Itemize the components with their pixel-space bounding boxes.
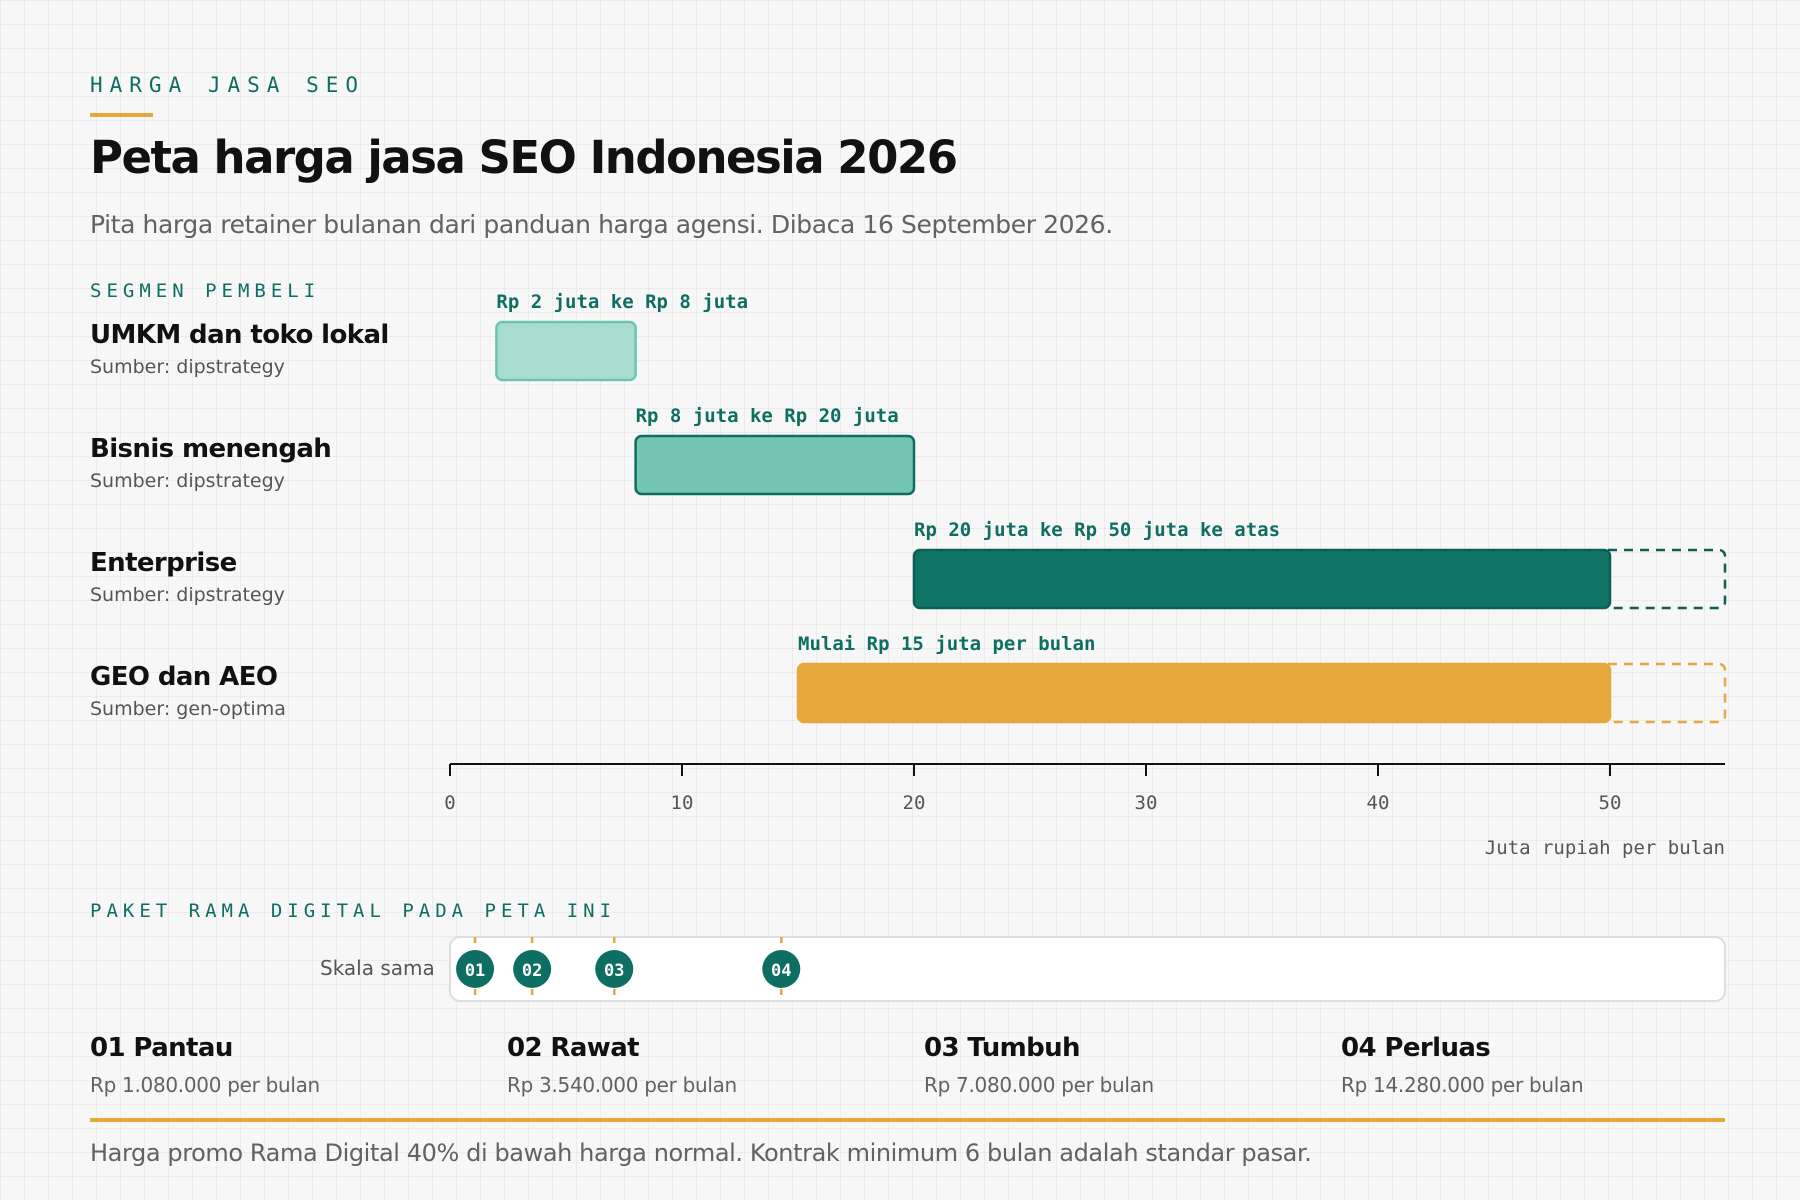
package-name-pantau: 01 Pantau bbox=[90, 1033, 233, 1063]
bar-geo-aeo bbox=[796, 662, 1612, 724]
bar-umkm bbox=[495, 320, 637, 382]
footer-divider bbox=[90, 1118, 1725, 1122]
segment-name-umkm: UMKM dan toko lokal bbox=[90, 320, 389, 350]
bars-layer bbox=[495, 320, 1727, 724]
package-marker-dot bbox=[762, 950, 801, 988]
package-marker-code: 02 bbox=[522, 961, 542, 981]
package-scale: 01 02 03 04 bbox=[449, 936, 1726, 1002]
bar-enterprise bbox=[912, 548, 1612, 610]
package-marker-code: 04 bbox=[771, 961, 791, 981]
segment-source-umkm: Sumber: dipstrategy bbox=[90, 356, 285, 378]
package-price-tumbuh: Rp 7.080.000 per bulan bbox=[924, 1073, 1154, 1097]
package-price-pantau: Rp 1.080.000 per bulan bbox=[90, 1073, 320, 1097]
package-name-perluas: 04 Perluas bbox=[1341, 1033, 1491, 1063]
x-axis: 0 10 20 30 40 50 bbox=[444, 763, 1725, 814]
segment-source-menengah: Sumber: dipstrategy bbox=[90, 470, 285, 492]
bar-labels-layer: Rp 2 juta ke Rp 8 juta Rp 8 juta ke Rp 2… bbox=[496, 291, 1280, 655]
x-tick-label: 50 bbox=[1599, 792, 1622, 814]
segments-section-label: SEGMEN PEMBELI bbox=[90, 280, 321, 302]
bar-label-umkm: Rp 2 juta ke Rp 8 juta bbox=[496, 291, 748, 313]
package-marker-code: 01 bbox=[465, 961, 485, 981]
package-marker-code: 03 bbox=[604, 961, 624, 981]
segment-source-enterprise: Sumber: dipstrategy bbox=[90, 584, 285, 606]
segment-name-menengah: Bisnis menengah bbox=[90, 434, 332, 464]
bar-open-end-geo-aeo bbox=[1600, 662, 1727, 724]
packages-section-label: PAKET RAMA DIGITAL PADA PETA INI bbox=[90, 900, 617, 922]
x-tick-label: 10 bbox=[671, 792, 694, 814]
x-tick-label: 20 bbox=[903, 792, 926, 814]
kicker-underline bbox=[90, 113, 153, 117]
x-tick-label: 0 bbox=[444, 792, 455, 814]
package-marker-dot bbox=[456, 950, 495, 988]
package-marker-dot bbox=[513, 950, 552, 988]
segment-source-geo-aeo: Sumber: gen-optima bbox=[90, 698, 286, 720]
bar-menengah bbox=[634, 434, 916, 496]
package-name-rawat: 02 Rawat bbox=[507, 1033, 640, 1063]
x-axis-title: Juta rupiah per bulan bbox=[1485, 837, 1725, 859]
bar-open-end-enterprise bbox=[1600, 548, 1727, 610]
package-price-perluas: Rp 14.280.000 per bulan bbox=[1341, 1073, 1584, 1097]
segment-name-geo-aeo: GEO dan AEO bbox=[90, 662, 278, 692]
package-marker-dot bbox=[595, 950, 634, 988]
bar-label-menengah: Rp 8 juta ke Rp 20 juta bbox=[636, 405, 899, 427]
package-name-tumbuh: 03 Tumbuh bbox=[924, 1033, 1081, 1063]
package-price-rawat: Rp 3.540.000 per bulan bbox=[507, 1073, 737, 1097]
page-title: Peta harga jasa SEO Indonesia 2026 bbox=[90, 131, 958, 184]
x-tick-label: 40 bbox=[1367, 792, 1390, 814]
scale-label: Skala sama bbox=[320, 956, 435, 980]
page-subtitle: Pita harga retainer bulanan dari panduan… bbox=[90, 210, 1113, 239]
footer-note: Harga promo Rama Digital 40% di bawah ha… bbox=[90, 1139, 1312, 1167]
bar-label-enterprise: Rp 20 juta ke Rp 50 juta ke atas bbox=[914, 519, 1280, 541]
kicker-label: HARGA JASA SEO bbox=[90, 73, 366, 97]
x-tick-label: 30 bbox=[1135, 792, 1158, 814]
bar-label-geo-aeo: Mulai Rp 15 juta per bulan bbox=[798, 633, 1095, 655]
package-scale-track bbox=[449, 936, 1726, 1002]
segment-name-enterprise: Enterprise bbox=[90, 548, 237, 578]
